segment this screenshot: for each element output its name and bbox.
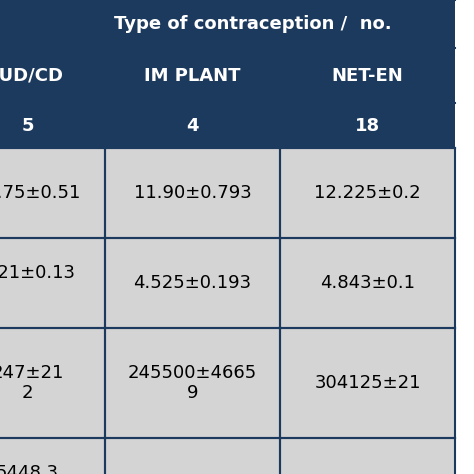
Bar xyxy=(105,103,280,148)
Text: 4.525±0.193: 4.525±0.193 xyxy=(134,274,252,292)
Text: NET-EN: NET-EN xyxy=(332,66,403,84)
Bar xyxy=(280,438,455,474)
Bar xyxy=(105,238,280,328)
Bar xyxy=(105,48,280,103)
Bar xyxy=(0,438,105,474)
Text: 4.21±0.13: 4.21±0.13 xyxy=(0,264,75,302)
Text: IM PLANT: IM PLANT xyxy=(144,66,241,84)
Bar xyxy=(280,148,455,238)
Bar xyxy=(0,48,105,103)
Text: 245500±4665
9: 245500±4665 9 xyxy=(128,364,257,402)
Bar xyxy=(280,103,455,148)
Bar xyxy=(280,48,455,103)
Text: 247±21
2: 247±21 2 xyxy=(0,364,64,402)
Bar xyxy=(105,438,280,474)
Bar xyxy=(0,103,105,148)
Text: 304125±21: 304125±21 xyxy=(314,374,421,392)
Bar xyxy=(0,148,105,238)
Text: 12.225±0.2: 12.225±0.2 xyxy=(314,184,421,202)
Bar xyxy=(0,0,455,48)
Bar xyxy=(105,328,280,438)
Text: 18: 18 xyxy=(355,117,380,135)
Text: 11.90±0.793: 11.90±0.793 xyxy=(134,184,251,202)
Text: 4.843±0.1: 4.843±0.1 xyxy=(320,274,415,292)
Text: Type of contraception /  no.: Type of contraception / no. xyxy=(114,15,392,33)
Bar xyxy=(0,238,105,328)
Text: 4: 4 xyxy=(186,117,199,135)
Text: 11.75±0.51: 11.75±0.51 xyxy=(0,184,81,202)
Bar xyxy=(280,328,455,438)
Text: 5: 5 xyxy=(21,117,34,135)
Text: 5448.3: 5448.3 xyxy=(0,464,59,474)
Bar xyxy=(280,238,455,328)
Bar xyxy=(0,328,105,438)
Text: IUD/CD: IUD/CD xyxy=(0,66,63,84)
Bar xyxy=(105,148,280,238)
